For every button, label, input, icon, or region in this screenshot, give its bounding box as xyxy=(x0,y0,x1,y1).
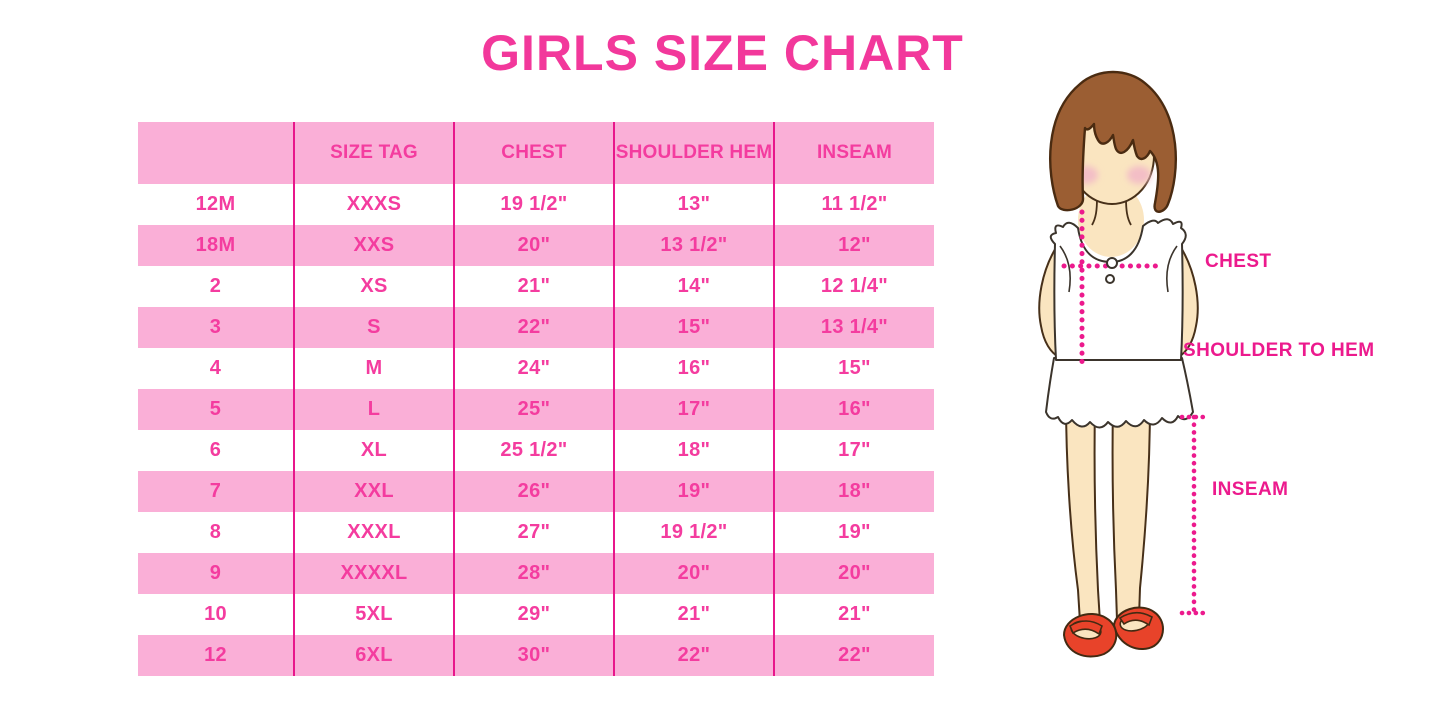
table-cell: 19" xyxy=(615,471,775,512)
table-row: 9 XXXXL 28" 20" 20" xyxy=(138,553,934,594)
girl-hair xyxy=(1049,70,1177,213)
inseam-label: INSEAM xyxy=(1212,479,1289,500)
table-row: 7 XXL 26" 19" 18" xyxy=(138,471,934,512)
table-cell: 15" xyxy=(838,357,871,379)
table-cell: XXS xyxy=(295,225,455,266)
table-cell: 18" xyxy=(615,430,775,471)
table-cell: 22" xyxy=(838,644,871,666)
column-header: SHOULDER HEM xyxy=(615,122,775,184)
table-cell: 12 1/4" xyxy=(820,275,889,297)
table-cell: 22" xyxy=(615,635,775,676)
girl-top xyxy=(1049,218,1187,361)
table-row: 4 M 24" 16" 15" xyxy=(138,348,934,389)
table-cell: 29" xyxy=(455,594,615,635)
table-cell: 14" xyxy=(615,266,775,307)
table-row: 2 XS 21" 14" 12 1/4" xyxy=(138,266,934,307)
table-cell: 15" xyxy=(615,307,775,348)
table-cell: XL xyxy=(295,430,455,471)
table-cell: 22" xyxy=(455,307,615,348)
table-row: 12M XXXS 19 1/2" 13" 11 1/2" xyxy=(138,184,934,225)
column-header xyxy=(138,122,295,184)
table-cell: 9 xyxy=(138,553,295,594)
table-cell: 3 xyxy=(138,307,295,348)
table-cell: 7 xyxy=(138,471,295,512)
table-header-row: SIZE TAG CHEST SHOULDER HEM INSEAM xyxy=(138,122,934,184)
girl-armhole-seams xyxy=(1059,245,1178,293)
table-cell: 26" xyxy=(455,471,615,512)
table-cell: 5 xyxy=(138,389,295,430)
table-cell: S xyxy=(295,307,455,348)
left-shoe xyxy=(1062,613,1118,658)
table-cell: 25 1/2" xyxy=(455,430,615,471)
table-cell: XS xyxy=(295,266,455,307)
table-cell: 2 xyxy=(138,266,295,307)
column-header: SIZE TAG xyxy=(295,122,455,184)
table-cell: 20" xyxy=(838,562,871,584)
table-cell: 18M xyxy=(138,225,295,266)
table-cell: 19 1/2" xyxy=(615,512,775,553)
table-cell: 16" xyxy=(838,398,871,420)
girl-shoes xyxy=(1062,606,1164,658)
table-row: 18M XXS 20" 13 1/2" 12" xyxy=(138,225,934,266)
table-cell: 17" xyxy=(838,439,871,461)
table-cell: 13 1/4" xyxy=(820,316,889,338)
table-cell: 21" xyxy=(838,603,871,625)
column-header: CHEST xyxy=(455,122,615,184)
table-cell: 19 1/2" xyxy=(455,184,615,225)
table-cell: 30" xyxy=(455,635,615,676)
right-shoe xyxy=(1112,606,1164,651)
table-cell: 16" xyxy=(615,348,775,389)
table-cell: XXXS xyxy=(295,184,455,225)
table-row: 5 L 25" 17" 16" xyxy=(138,389,934,430)
table-cell: XXXL xyxy=(295,512,455,553)
table-cell: 10 xyxy=(138,594,295,635)
table-cell: 27" xyxy=(455,512,615,553)
table-cell: 17" xyxy=(615,389,775,430)
page-title: GIRLS SIZE CHART xyxy=(481,25,964,81)
column-header: INSEAM xyxy=(816,142,893,163)
girl-illustration-svg xyxy=(1038,70,1208,658)
table-cell: 6XL xyxy=(295,635,455,676)
table-cell: 19" xyxy=(838,521,871,543)
table-cell: 20" xyxy=(615,553,775,594)
table-cell: L xyxy=(295,389,455,430)
girl-top-buttons xyxy=(1105,257,1118,284)
table-row: 12 6XL 30" 22" 22" xyxy=(138,635,934,676)
table-cell: 13" xyxy=(615,184,775,225)
table-cell: 11 1/2" xyxy=(821,193,888,215)
table-cell: 8 xyxy=(138,512,295,553)
table-row: 8 XXXL 27" 19 1/2" 19" xyxy=(138,512,934,553)
table-cell: 20" xyxy=(455,225,615,266)
table-cell: XXL xyxy=(295,471,455,512)
chest-label: CHEST xyxy=(1205,251,1272,272)
girl-legs xyxy=(1064,398,1152,623)
table-row: 6 XL 25 1/2" 18" 17" xyxy=(138,430,934,471)
table-cell: 18" xyxy=(838,480,871,502)
table-cell: 24" xyxy=(455,348,615,389)
girl-illustration xyxy=(1000,60,1445,723)
table-cell: 28" xyxy=(455,553,615,594)
table-row: 10 5XL 29" 21" 21" xyxy=(138,594,934,635)
size-chart-table: SIZE TAG CHEST SHOULDER HEM INSEAM 12M XXXS 19… xyxy=(138,122,934,676)
girl-head xyxy=(1049,70,1177,213)
table-cell: 21" xyxy=(615,594,775,635)
table-row: 3 S 22" 15" 13 1/4" xyxy=(138,307,934,348)
table-cell: 12M xyxy=(138,184,295,225)
table-cell: 25" xyxy=(455,389,615,430)
shoulder-to-hem-label: SHOULDER TO HEM xyxy=(1183,340,1375,361)
girl-skirt xyxy=(1045,357,1194,429)
table-cell: 12" xyxy=(838,234,871,256)
table-cell: 12 xyxy=(138,635,295,676)
measurement-lines xyxy=(1061,209,1208,616)
table-cell: 13 1/2" xyxy=(615,225,775,266)
table-cell: M xyxy=(295,348,455,389)
table-cell: 4 xyxy=(138,348,295,389)
table-cell: XXXXL xyxy=(295,553,455,594)
table-cell: 5XL xyxy=(295,594,455,635)
table-cell: 6 xyxy=(138,430,295,471)
table-cell: 21" xyxy=(455,266,615,307)
